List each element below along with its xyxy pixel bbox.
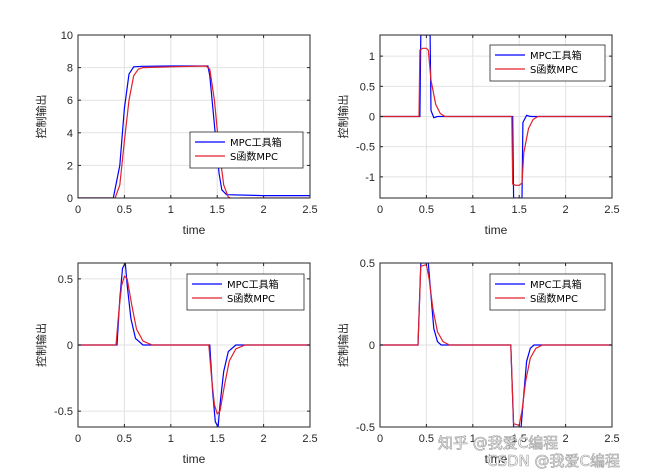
legend-label-mpc: MPC工具箱 <box>530 49 582 62</box>
legend-label-sfunc: S函数MPC <box>530 63 578 76</box>
plot-area <box>78 35 310 198</box>
y-tick-label: 1 <box>369 51 375 63</box>
y-tick-label: 10 <box>61 30 73 42</box>
x-tick-label: 2 <box>563 204 569 216</box>
chart-panel-2: 0 0.5 1 1.5 2 2.5 -1 -0.5 0 0.5 1 time 控制输出 MPC工具箱S函数… <box>336 34 620 237</box>
y-tick-label: -0.5 <box>356 422 375 434</box>
x-tick-label: 2 <box>563 433 569 445</box>
series-line-sfunc <box>380 263 612 427</box>
y-tick-label: 0 <box>369 340 375 352</box>
x-tick-label: 0.5 <box>419 204 434 216</box>
legend-box <box>489 273 606 311</box>
series-line-sfunc <box>78 65 310 198</box>
y-axis-label: 控制输出 <box>336 95 350 139</box>
y-axis-label: 控制输出 <box>34 323 48 367</box>
y-axis-label: 控制输出 <box>34 95 48 139</box>
y-tick-label: -1 <box>365 172 375 184</box>
y-tick-label: 6 <box>67 95 73 107</box>
x-tick-label: 1 <box>168 433 174 445</box>
legend-box <box>189 131 304 169</box>
y-tick-label: -0.5 <box>356 142 375 154</box>
x-tick-label: 1.5 <box>512 433 527 445</box>
x-tick-label: 0 <box>377 204 383 216</box>
axes-box <box>77 34 311 199</box>
x-tick-label: 2.5 <box>604 204 619 216</box>
x-axis-label: time <box>183 452 206 466</box>
x-axis-label: time <box>485 223 508 237</box>
x-tick-label: 2 <box>261 204 267 216</box>
legend-box <box>186 273 305 311</box>
x-tick-label: 1.5 <box>512 204 527 216</box>
legend-label-sfunc: S函数MPC <box>230 150 278 163</box>
y-tick-label: -0.5 <box>54 406 73 418</box>
series-line-sfunc <box>78 275 310 415</box>
y-tick-label: 0.5 <box>360 258 375 270</box>
legend-label-mpc: MPC工具箱 <box>530 278 582 291</box>
x-tick-label: 1 <box>168 204 174 216</box>
x-tick-label: 2.5 <box>604 433 619 445</box>
x-tick-label: 2.5 <box>302 433 317 445</box>
x-tick-label: 0.5 <box>117 433 132 445</box>
watermark-csdn: CSDN @我爱C编程 <box>487 452 620 470</box>
y-tick-label: 0.5 <box>58 274 73 286</box>
x-tick-label: 0.5 <box>419 433 434 445</box>
watermark: 知乎 @我爱C编程 <box>438 434 558 452</box>
x-tick-label: 0 <box>377 433 383 445</box>
y-tick-label: 8 <box>67 63 73 75</box>
x-axis-label: time <box>183 223 206 237</box>
x-tick-label: 1.5 <box>210 204 225 216</box>
y-axis-label: 控制输出 <box>336 323 350 367</box>
x-tick-label: 0.5 <box>117 204 132 216</box>
x-tick-label: 0 <box>75 204 81 216</box>
legend-box <box>489 44 606 82</box>
legend-label-mpc: MPC工具箱 <box>230 136 282 149</box>
legend-label-sfunc: S函数MPC <box>530 292 578 305</box>
legend-label-sfunc: S函数MPC <box>227 292 275 305</box>
legend-label-mpc: MPC工具箱 <box>227 278 279 291</box>
x-tick-label: 1 <box>470 204 476 216</box>
y-tick-label: 0 <box>67 193 73 205</box>
series-line-sfunc <box>380 47 612 186</box>
x-axis-label: time <box>485 452 508 466</box>
x-tick-label: 1 <box>470 433 476 445</box>
y-tick-label: 0.5 <box>360 81 375 93</box>
x-tick-label: 0 <box>75 433 81 445</box>
y-tick-label: 0 <box>369 112 375 124</box>
x-tick-label: 2 <box>261 433 267 445</box>
y-tick-label: 0 <box>67 340 73 352</box>
x-tick-label: 1.5 <box>210 433 225 445</box>
y-tick-label: 2 <box>67 160 73 172</box>
y-tick-label: 4 <box>67 128 73 140</box>
x-tick-label: 2.5 <box>302 204 317 216</box>
